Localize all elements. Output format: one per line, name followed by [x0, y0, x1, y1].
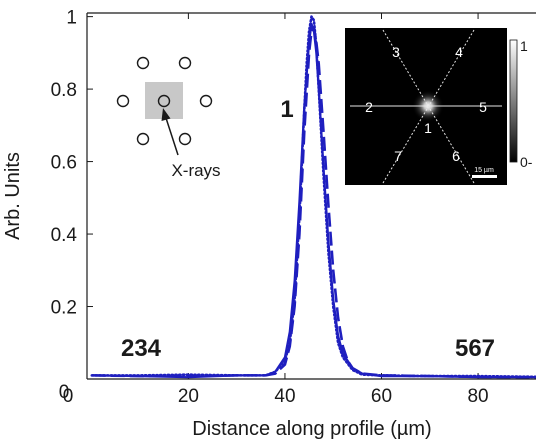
y-tick-label: 0.2 [51, 298, 77, 319]
xray-label: X-rays [171, 161, 220, 180]
pixel-top-left [136, 56, 150, 70]
inset-scale-bar [472, 175, 497, 178]
inset-colorbar: 1 0- [509, 38, 533, 170]
right-profiles-annotation: 567 [455, 335, 495, 362]
y-axis-title: Arb. Units [2, 152, 24, 240]
inset-image: 1 2 3 4 5 6 7 15 µm [345, 28, 507, 185]
inset-line-label-7: 7 [394, 148, 402, 164]
pixel-center [157, 94, 171, 108]
colorbar-gradient [509, 39, 518, 163]
pixel-left [116, 94, 130, 108]
x-tick-label: 60 [371, 386, 392, 407]
inset-scale-label: 15 µm [474, 167, 494, 174]
colorbar-bottom-label: 0- [520, 154, 533, 170]
xray-arrow-head [161, 108, 171, 121]
inset-line-label-1: 1 [424, 120, 432, 136]
xray-arrow-shaft [165, 117, 179, 156]
x-tick-label: 20 [178, 386, 199, 407]
x-tick-label: 40 [274, 386, 295, 407]
plot-frame [86, 12, 536, 380]
inset-line-label-2: 2 [365, 99, 373, 115]
pixel-right [199, 94, 213, 108]
pixel-bottom-left [136, 132, 150, 146]
y-tick-label: 0.6 [51, 153, 77, 174]
x-origin-label: 0 [63, 386, 74, 407]
inset-profile-diagonal-b [382, 29, 475, 184]
y-tick-label: 0.8 [51, 80, 77, 101]
detector-schematic: X-rays [116, 56, 221, 180]
peak-annotation: 1 [280, 96, 293, 123]
x-tick-label: 80 [467, 386, 488, 407]
pixel-top-right [178, 56, 192, 70]
series-layer [90, 15, 536, 379]
inset-line-label-5: 5 [479, 99, 487, 115]
y-origin-label: 0 [59, 382, 70, 403]
x-axis-ticks: 20 40 60 80 [178, 13, 489, 407]
inset-line-label-4: 4 [455, 44, 463, 60]
y-tick-label: 0.4 [51, 225, 78, 246]
y-tick-label: 1 [66, 8, 77, 29]
x-axis-title: Distance along profile (µm) [192, 418, 431, 440]
inset-line-label-6: 6 [452, 148, 460, 164]
pixel-bottom-right [178, 132, 192, 146]
y-axis-ticks: 0.2 0.4 0.6 0.8 1 [51, 8, 93, 319]
series-line-dotted [90, 15, 536, 379]
left-profiles-annotation: 234 [121, 335, 162, 362]
colorbar-top-label: 1 [520, 38, 528, 54]
inset-line-label-3: 3 [392, 44, 400, 60]
